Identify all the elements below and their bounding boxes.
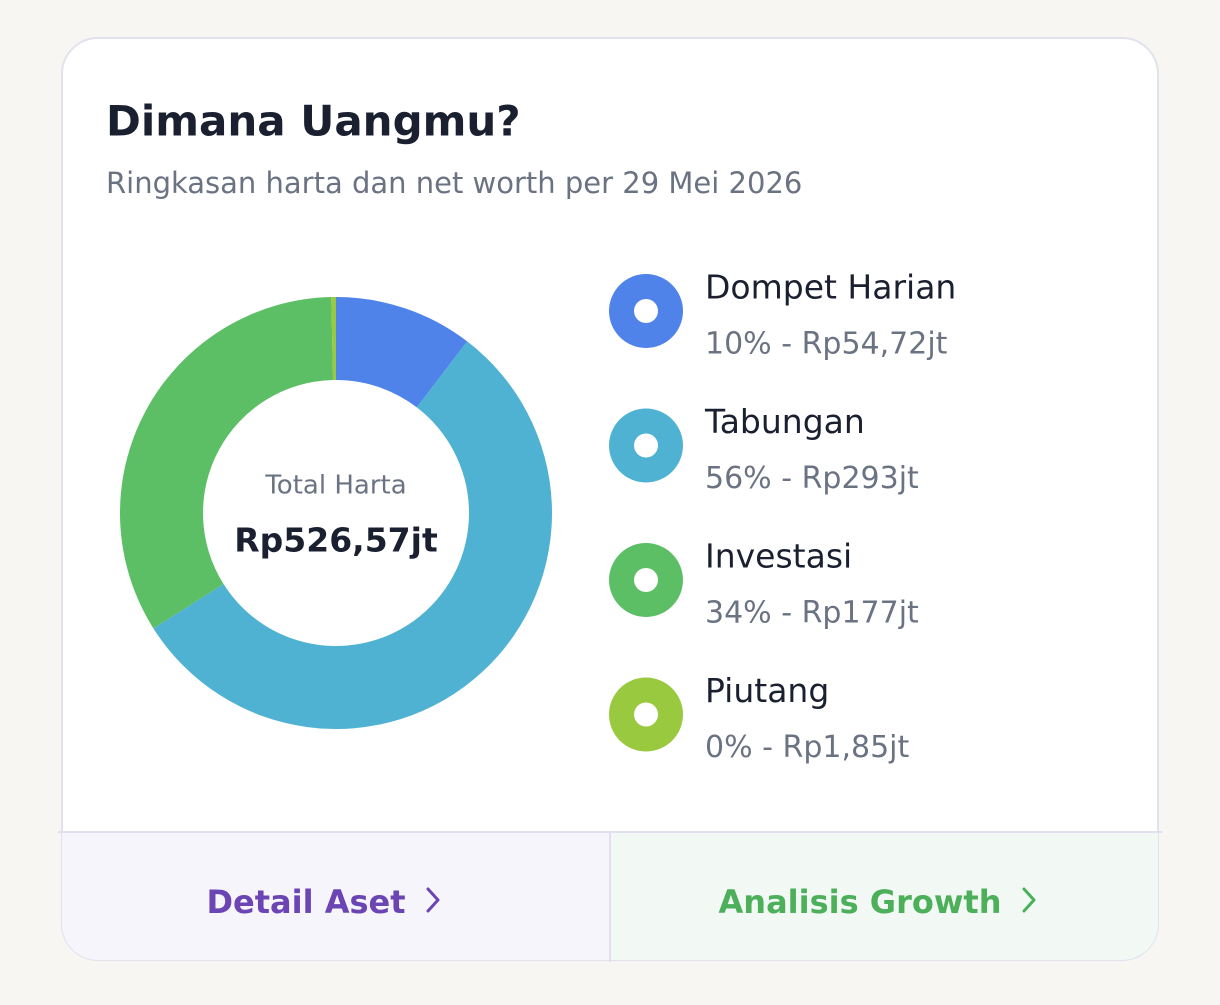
chevron	[426, 887, 440, 913]
legend-name: Tabungan	[704, 402, 865, 441]
legend-swatch-dot	[634, 433, 658, 458]
donut-segment	[331, 297, 336, 381]
legend-value: 10% - Rp54,72jt	[705, 327, 948, 362]
legend-value: 56% - Rp293jt	[705, 461, 919, 496]
center-label: Total Harta	[264, 471, 406, 501]
legend-value: 34% - Rp177jt	[705, 596, 919, 631]
legend-name: Investasi	[705, 537, 852, 576]
card-title: Dimana Uangmu?	[106, 97, 521, 146]
button-label[interactable]: Detail Aset	[206, 883, 405, 921]
footer: Detail Aset Analisis Growth	[58, 831, 1162, 962]
legend-swatch-dot	[634, 702, 658, 727]
detail-button-bg[interactable]	[62, 832, 610, 960]
growth-button-bg[interactable]	[610, 832, 1158, 960]
legend-name: Piutang	[705, 671, 829, 710]
legend-value: 0% - Rp1,85jt	[705, 730, 910, 765]
donut-segment	[336, 297, 468, 408]
button-label[interactable]: Analisis Growth	[719, 883, 1002, 921]
donut-segment	[153, 341, 553, 730]
legend-name: Dompet Harian	[705, 268, 956, 307]
legend-swatch-dot	[634, 299, 658, 323]
donut-segment	[120, 297, 334, 629]
center-value: Rp526,57jt	[234, 521, 438, 560]
chevron	[1022, 887, 1036, 913]
card-subtitle: Ringkasan harta dan net worth per 29 Mei…	[106, 166, 802, 200]
legend-swatch-dot	[634, 568, 658, 592]
